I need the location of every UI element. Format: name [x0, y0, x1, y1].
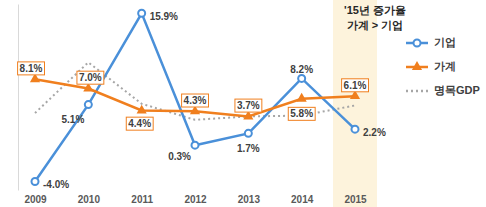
- data-label: 4.4%: [128, 118, 151, 129]
- chart: 2009 2010 2011 2012 2013 2014 2015 -4.0% 5.1% 15.…: [0, 0, 486, 207]
- plot-area: [30, 10, 360, 185]
- annotation: 가계 > 기업: [347, 19, 404, 31]
- legend: 기업가계명목GDP: [406, 36, 480, 96]
- legend-label: 기업: [434, 36, 456, 48]
- data-label: 15.9%: [150, 11, 178, 22]
- marker: [137, 105, 147, 114]
- y-axis: [18, 5, 19, 191]
- x-tick-label: 2015: [344, 194, 367, 205]
- label-box: [235, 99, 262, 112]
- marker: [138, 10, 145, 17]
- series-line: [35, 13, 355, 181]
- x-tick: 2010: [78, 194, 101, 205]
- data-label: 2.2%: [363, 127, 386, 138]
- marker: [298, 75, 305, 82]
- x-tick: 2012: [184, 194, 207, 205]
- label-box: [182, 94, 209, 107]
- data-label: 5.8%: [290, 108, 313, 119]
- legend-label: 명목GDP: [434, 84, 480, 96]
- x-tick: 2013: [238, 194, 261, 205]
- x-tick: 2009: [24, 194, 47, 205]
- legend-marker: [414, 40, 421, 47]
- data-label: 0.3%: [168, 151, 191, 162]
- data-label: 8.1%: [20, 63, 43, 74]
- data-label: 3.7%: [237, 100, 260, 111]
- label-box: [342, 79, 369, 92]
- marker: [245, 130, 252, 137]
- marker: [32, 178, 39, 185]
- x-axis: 2009 2010 2011 2012 2013 2014 2015: [24, 194, 367, 205]
- data-label: 4.3%: [184, 95, 207, 106]
- x-tick: 2014: [291, 194, 314, 205]
- marker: [192, 142, 199, 149]
- marker: [85, 101, 92, 108]
- x-tick-label: 2011: [131, 194, 153, 205]
- y-axis-line: [18, 5, 19, 191]
- x-tick-label: 2012: [184, 194, 207, 205]
- x-tick-label: 2013: [238, 194, 261, 205]
- label-box: [126, 117, 153, 130]
- legend-label: 가계: [434, 60, 456, 72]
- data-label: 1.7%: [237, 143, 260, 154]
- legend-line: [406, 90, 428, 93]
- legend-marker: [412, 61, 422, 70]
- label-box: [288, 107, 315, 120]
- x-tick: 2011: [131, 194, 153, 205]
- data-label: 6.1%: [344, 80, 367, 91]
- data-label: 8.2%: [290, 64, 313, 75]
- data-labels: -4.0% 5.1% 15.9% 0.3% 1.7% 8.2% 2.2% 8.1% 7.0% 4.…: [18, 11, 386, 190]
- highlight-band: [333, 0, 377, 207]
- marker: [352, 126, 359, 133]
- x-tick: 2015: [344, 194, 367, 205]
- data-label: -4.0%: [43, 179, 69, 190]
- data-label: 7.0%: [79, 72, 102, 83]
- x-tick-label: 2009: [24, 194, 47, 205]
- data-label: 5.1%: [62, 114, 85, 125]
- label-box: [18, 62, 45, 75]
- annotation: '15년 증가율: [344, 4, 406, 16]
- marker: [297, 93, 307, 102]
- x-tick-label: 2014: [291, 194, 314, 205]
- x-tick-label: 2010: [78, 194, 101, 205]
- label-box: [77, 71, 104, 84]
